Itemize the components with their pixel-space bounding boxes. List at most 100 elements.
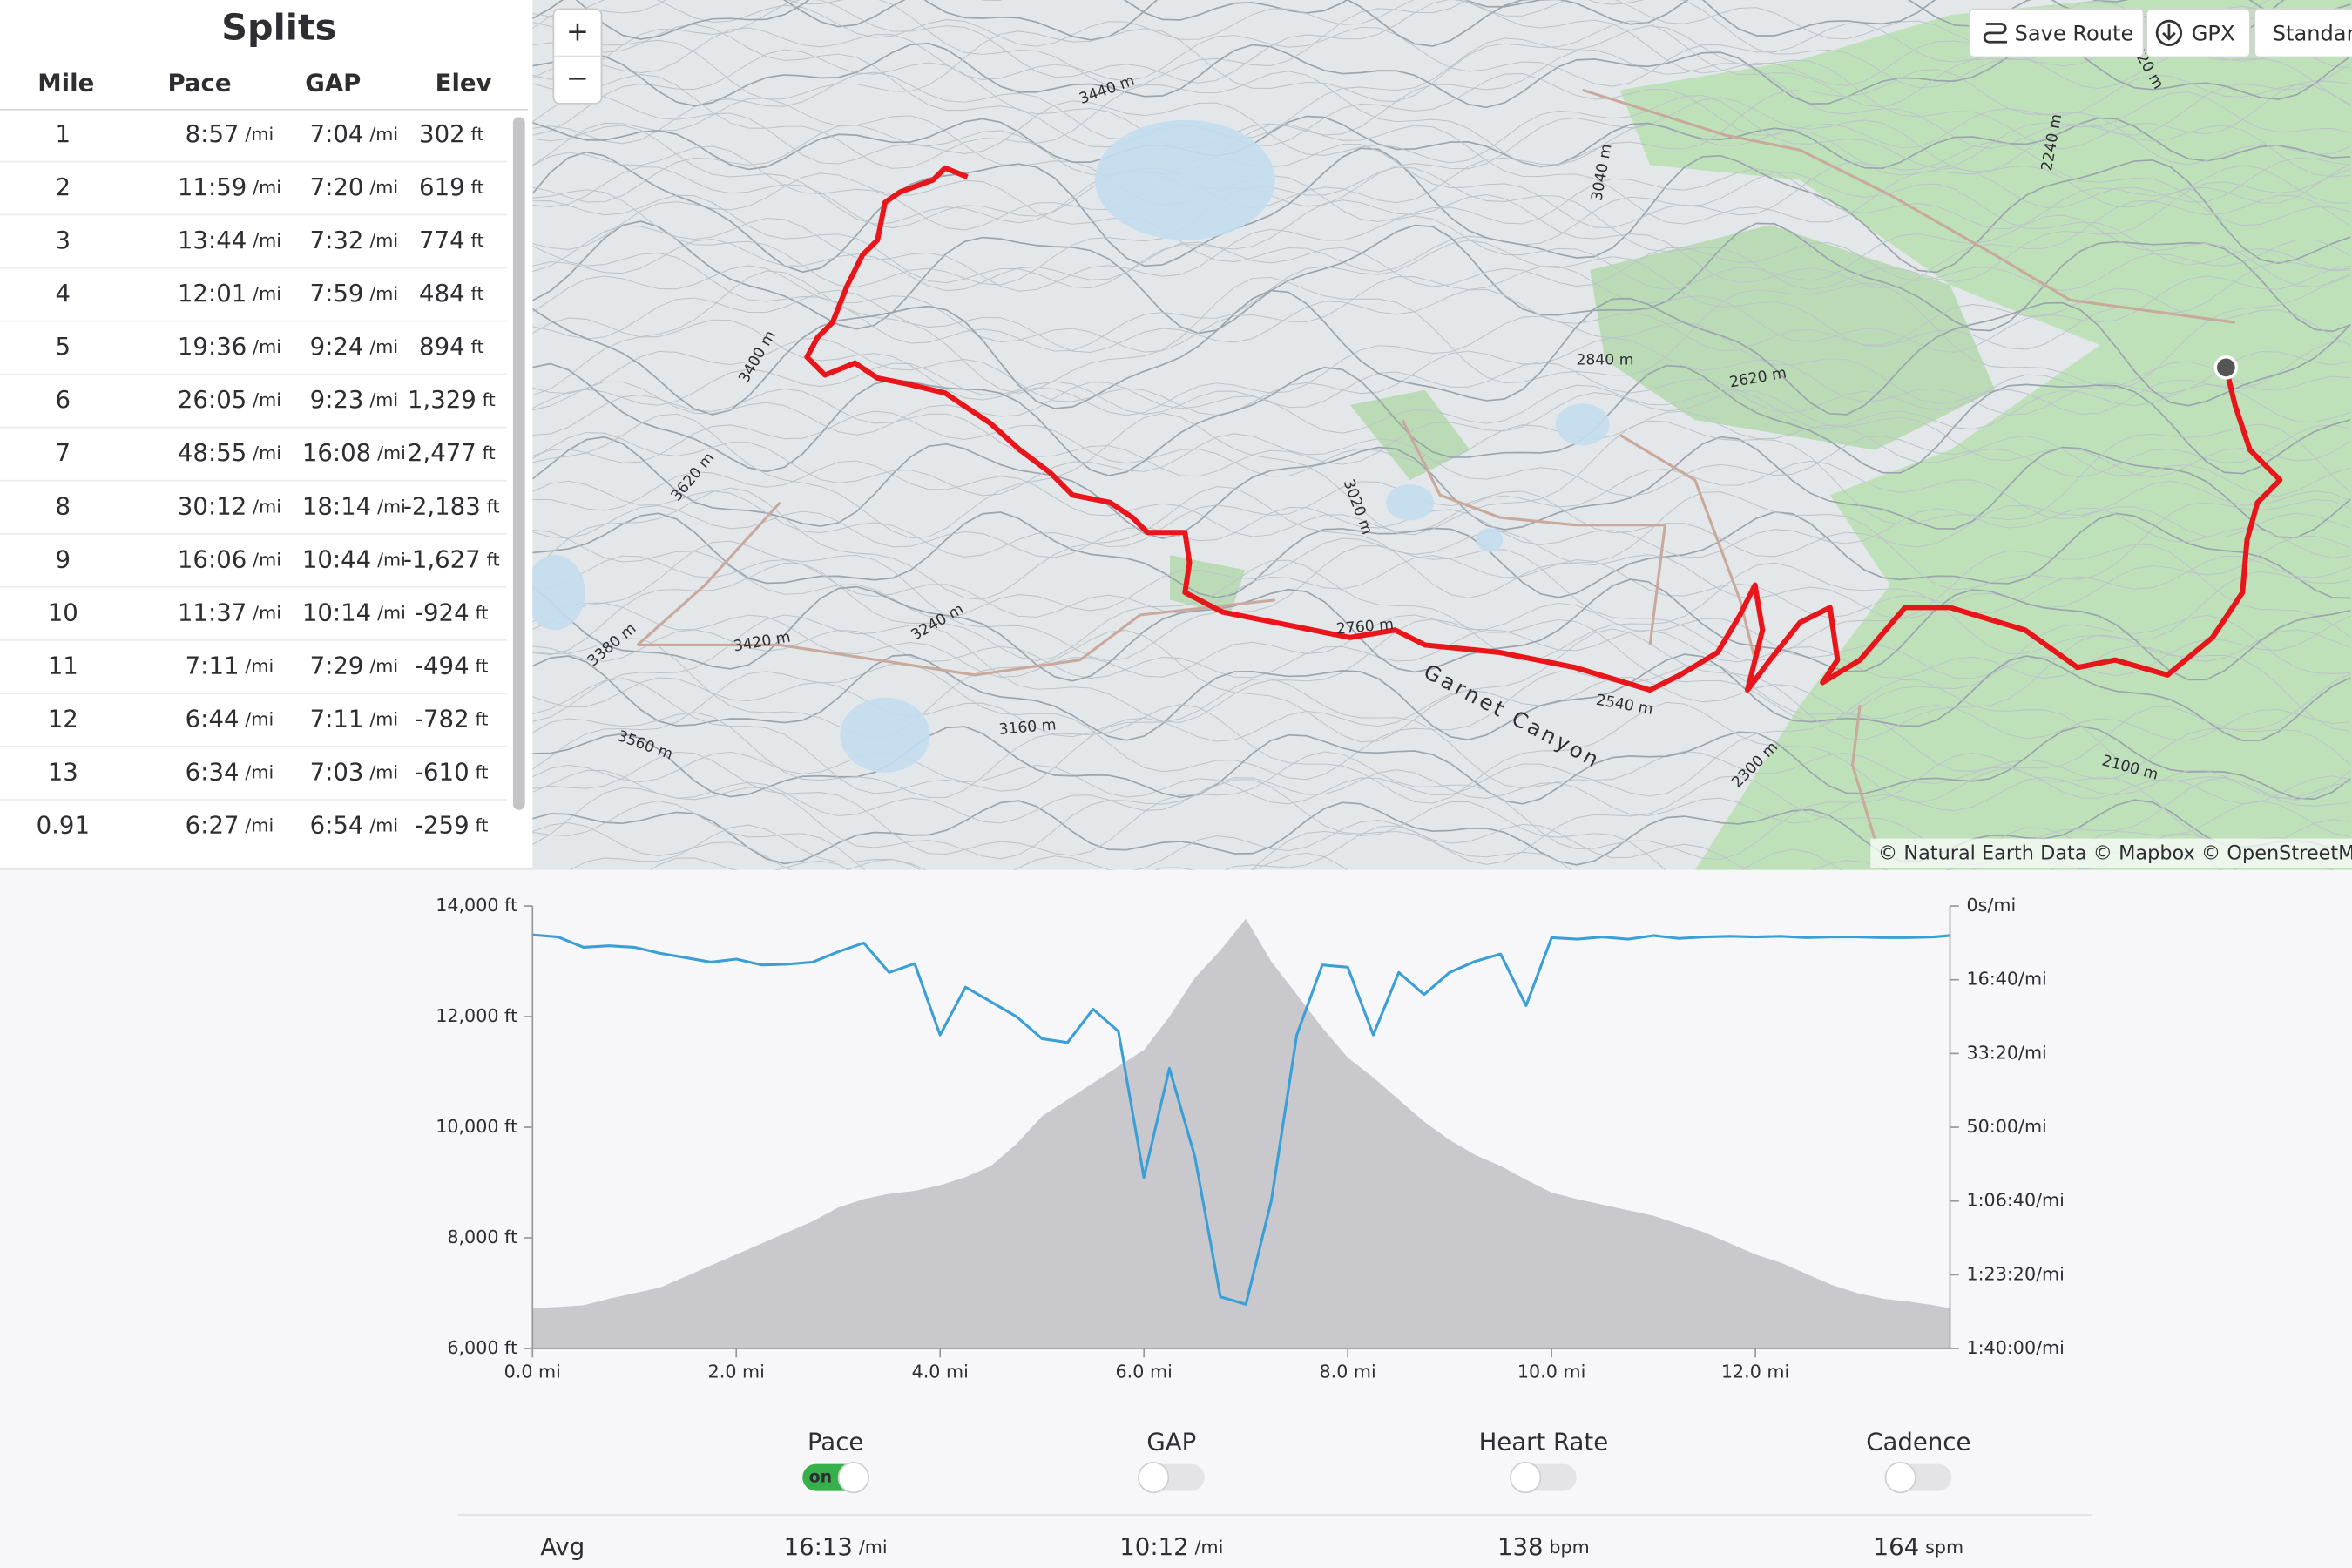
map-button[interactable] <box>2254 8 2352 58</box>
split-pace: 11:37/mi <box>178 598 281 626</box>
contour-line <box>532 800 2351 870</box>
y2-tick-label: 50:00/mi <box>1966 1116 2046 1137</box>
split-value: 7:11 <box>186 652 240 679</box>
average-value: 16:13/mi <box>784 1533 888 1561</box>
split-pace: 6:44/mi <box>186 705 274 733</box>
split-unit: /mi <box>253 602 281 623</box>
split-value: 9:24 <box>310 333 364 361</box>
contour-line <box>532 172 2351 273</box>
split-unit: /mi <box>369 124 398 145</box>
split-unit: /mi <box>253 283 281 304</box>
scrollbar[interactable] <box>512 117 525 810</box>
lake <box>1555 403 1610 446</box>
toggle-label: Heart Rate <box>1479 1429 1609 1456</box>
toggle-knob[interactable] <box>837 1462 869 1494</box>
contour-line <box>532 0 2269 89</box>
split-mile: 3 <box>56 226 71 254</box>
split-value: 7:32 <box>310 226 364 254</box>
contour-line <box>532 628 2351 743</box>
split-gap: 7:04/mi <box>310 120 399 148</box>
split-elev: -1,627 ft <box>403 545 500 573</box>
split-unit: /mi <box>377 443 406 463</box>
contour-line <box>532 115 2351 171</box>
average-unit: /mi <box>1195 1537 1224 1558</box>
split-unit: /mi <box>253 496 281 517</box>
split-gap: 16:08/mi <box>302 439 406 467</box>
contour-line <box>532 24 2351 150</box>
split-unit: /mi <box>369 815 398 836</box>
contour-line <box>532 220 2351 335</box>
toggle-knob[interactable] <box>1510 1462 1542 1494</box>
contour-line <box>532 431 2351 497</box>
contour-line <box>532 166 2351 290</box>
forest-area <box>1619 0 2352 870</box>
contour-line <box>532 578 2351 682</box>
split-value: 302 <box>419 120 465 148</box>
contour-line <box>532 555 2351 618</box>
split-gap: 9:24/mi <box>310 333 399 361</box>
split-pace: 8:57/mi <box>186 120 274 148</box>
average-unit: spm <box>1925 1537 1963 1558</box>
contour-line <box>532 653 2351 741</box>
toggle-knob[interactable] <box>1884 1462 1916 1494</box>
contour-line <box>532 265 2351 353</box>
split-elev: -494 ft <box>415 652 488 679</box>
y-tick-label: 10,000 ft <box>436 1116 517 1137</box>
split-value: 7:04 <box>310 120 364 148</box>
split-value: 619 <box>419 173 465 201</box>
zoom-out[interactable]: − <box>566 63 589 94</box>
split-unit: /mi <box>369 655 398 676</box>
split-elev: -610 ft <box>415 758 488 786</box>
split-mile: 0.91 <box>37 812 90 840</box>
contour-line <box>532 69 2351 169</box>
average-value: 164 spm <box>1874 1533 1963 1561</box>
contour-line <box>532 97 2351 207</box>
split-mile: 13 <box>48 758 78 786</box>
split-unit: /mi <box>253 230 281 251</box>
zoom-in[interactable]: + <box>566 16 589 47</box>
split-pace: 48:55/mi <box>178 439 281 467</box>
split-unit: /mi <box>253 177 281 198</box>
contour-line <box>532 362 2351 476</box>
column-header: GAP <box>305 69 361 97</box>
split-unit: /mi <box>377 602 406 623</box>
trail <box>1401 419 1667 645</box>
route <box>804 165 2283 693</box>
lake <box>1476 528 1504 552</box>
split-pace: 6:34/mi <box>186 758 274 786</box>
contour-line <box>532 701 2351 804</box>
split-unit: /mi <box>253 549 281 570</box>
split-gap: 9:23/mi <box>310 386 399 414</box>
split-value: 9:23 <box>310 386 364 414</box>
trail <box>1582 88 2235 324</box>
map-button-label[interactable]: GPX <box>2192 22 2235 46</box>
split-unit: ft <box>476 708 489 729</box>
average-number: 164 <box>1874 1533 1920 1561</box>
map-button[interactable] <box>1969 8 2145 58</box>
contour-line <box>532 750 2351 805</box>
split-gap: 7:32/mi <box>310 226 399 254</box>
split-pace: 6:27/mi <box>186 812 274 840</box>
contour-line <box>532 193 2351 289</box>
split-value: -1,627 <box>403 545 481 573</box>
map-button-label[interactable]: Save Route <box>2015 22 2134 46</box>
split-mile: 6 <box>56 386 71 414</box>
route-icon <box>1983 23 2007 44</box>
split-unit: /mi <box>369 708 398 729</box>
map-button-label[interactable]: Standard <box>2273 22 2352 46</box>
contour-line <box>650 848 2334 870</box>
split-unit: /mi <box>253 443 281 463</box>
lake <box>1095 119 1275 240</box>
split-pace: 12:01/mi <box>178 280 281 308</box>
split-value: 484 <box>419 280 465 308</box>
split-gap: 18:14/mi <box>302 492 406 520</box>
contour-line <box>532 361 2351 415</box>
toggle-knob[interactable] <box>1138 1462 1170 1494</box>
contour-line <box>532 91 2351 169</box>
split-value: 7:03 <box>310 758 364 786</box>
trail <box>637 598 1275 677</box>
finish-marker[interactable] <box>2213 355 2239 380</box>
split-unit: /mi <box>253 389 281 410</box>
